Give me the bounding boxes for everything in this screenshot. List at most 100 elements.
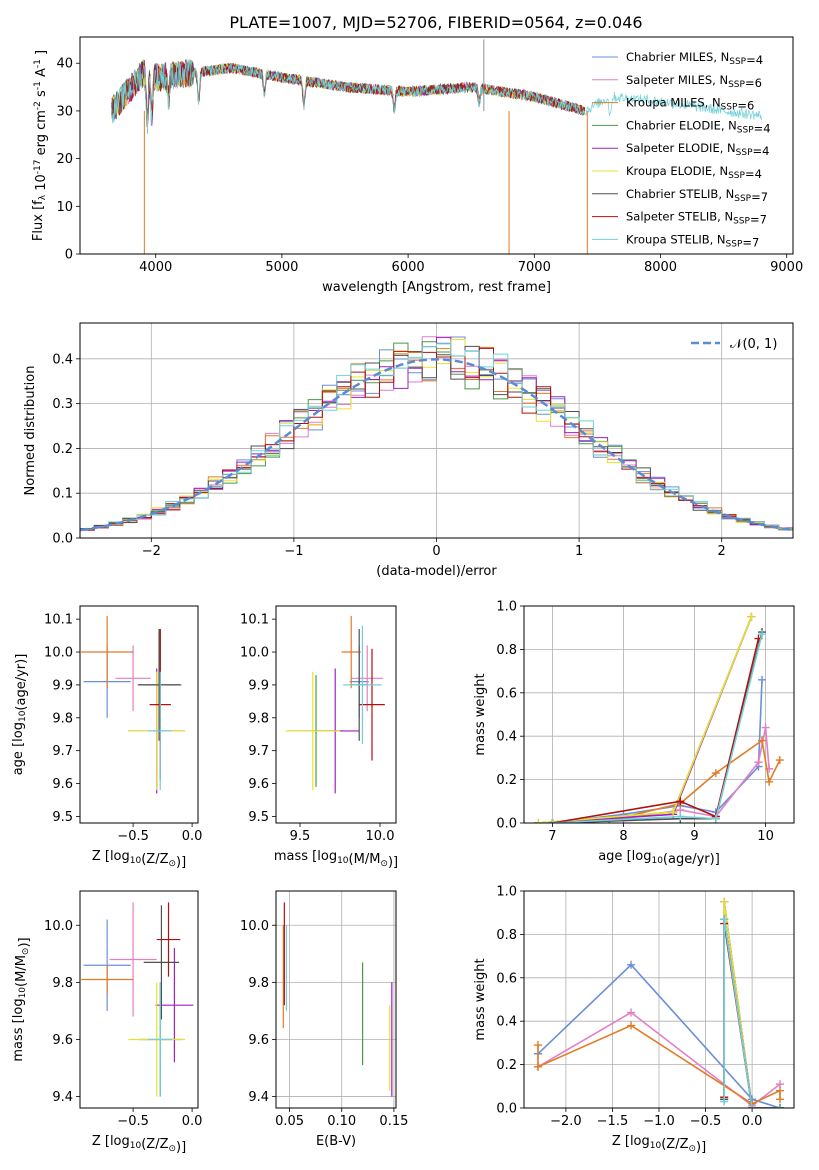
normal-reference-curve	[80, 358, 793, 532]
label-subscript: 10	[130, 856, 142, 866]
plot-area-mass-vs-Z	[81, 902, 194, 1097]
y-tick-label: 10	[56, 200, 73, 215]
y-tick-label: 0.0	[496, 817, 517, 832]
label-part: =6	[737, 99, 754, 113]
errorbar-point	[81, 615, 134, 689]
spectrum-line	[111, 61, 586, 119]
y-tick-label: 30	[56, 104, 73, 119]
label-part: (data-model)/error	[376, 564, 497, 579]
y-tick-label: 0.4	[496, 730, 517, 745]
weight-marker	[776, 1104, 785, 1108]
spectrum-line	[111, 59, 762, 134]
label-part: log	[110, 849, 130, 864]
axes-spectrum: 4000 5000 6000 7000 8000 9000 0 10 20 30 40 wavelen…	[31, 36, 803, 295]
weight-marker	[627, 1021, 636, 1030]
label-part: ⊙	[380, 859, 388, 869]
x-axis-label: Z [log10(Z/Z⊙)]	[612, 1134, 706, 1155]
x-tick-label: 9	[690, 829, 698, 844]
label-part: )]	[17, 937, 32, 947]
weight-marker	[676, 797, 685, 806]
label-part: Salpeter MILES, N	[626, 73, 728, 87]
y-axis-label: Flux [fλ 10-17 erg cm-2 s-1 A-1 ]	[31, 50, 49, 241]
label-subscript: 10	[651, 856, 663, 866]
x-tick-label: −1.5	[597, 1114, 629, 1129]
label-part: Chabrier ELODIE, N	[626, 118, 737, 132]
axes-frame	[523, 605, 795, 824]
label-part: -2	[33, 101, 43, 110]
label-part: Chabrier MILES, N	[626, 50, 729, 64]
legend-label: Chabrier ELODIE, NSSP=4	[626, 118, 771, 135]
label-part: SSP	[736, 148, 753, 158]
x-tick-label: 1	[575, 544, 583, 559]
x-tick-label: 0.15	[379, 1114, 408, 1129]
label-part: A	[34, 68, 49, 77]
legend-label: Salpeter STELIB, NSSP=7	[626, 210, 767, 227]
weight-line	[552, 638, 760, 823]
label-part: Chabrier STELIB, N	[626, 187, 734, 201]
x-tick-label: 0.10	[327, 1114, 356, 1129]
label-part: Flux [f	[31, 200, 46, 241]
y-tick-label: 9.9	[248, 678, 269, 693]
y-tick-label: 9.5	[248, 810, 269, 825]
errorbar-point	[341, 615, 361, 689]
label-part: age [	[11, 742, 26, 775]
x-axis-label: wavelength [Angstrom, rest frame]	[322, 280, 551, 295]
plot-area-weight-vs-Z	[533, 897, 785, 1108]
x-tick-label: 0	[432, 544, 440, 559]
axes-weight-vs-Z: −2.0 −1.5 −1.0 −0.5 0.0 0.0 0.2 0.4 0.6 0.8 1.0 Z […	[473, 885, 795, 1155]
y-tick-label: 9.6	[248, 777, 269, 792]
label-part: E(B-V)	[316, 1134, 356, 1149]
y-tick-label: 9.6	[52, 1033, 73, 1048]
x-tick-label: −1	[284, 544, 303, 559]
label-part: =7	[742, 235, 759, 249]
x-tick-label: 8000	[644, 260, 677, 275]
y-tick-label: 9.4	[52, 1090, 73, 1105]
weight-marker	[776, 1095, 785, 1104]
weight-marker	[748, 1104, 757, 1108]
label-part: λ	[38, 194, 48, 200]
weight-marker	[776, 1086, 785, 1095]
errorbar-point	[285, 671, 340, 791]
label-part: log	[11, 998, 26, 1018]
label-part: mass weight	[473, 958, 488, 1040]
label-part: (age/yr)]	[14, 654, 29, 711]
label-part: log	[317, 849, 337, 864]
label-part: ]	[34, 50, 49, 55]
histogram-step	[80, 343, 793, 530]
label-part: Z [	[92, 1134, 110, 1149]
x-tick-label: 8	[619, 829, 627, 844]
y-tick-label: 9.8	[52, 711, 73, 726]
legend-label: Kroupa MILES, NSSP=6	[626, 96, 754, 113]
plot-area-age-vs-mass	[285, 615, 385, 794]
weight-line	[538, 616, 753, 823]
weight-line	[723, 919, 780, 1108]
errorbar-point	[115, 645, 151, 712]
label-part: -17	[33, 160, 43, 175]
weight-marker	[765, 777, 774, 786]
axes-frame	[275, 605, 397, 824]
x-tick-label: 6000	[392, 260, 425, 275]
label-subscript: 10	[18, 710, 28, 722]
legend-label: Chabrier MILES, NSSP=4	[626, 50, 763, 67]
x-tick-label: −2.0	[550, 1114, 582, 1129]
weight-line	[538, 616, 753, 823]
label-part: SSP	[729, 57, 746, 67]
figure-title: PLATE=1007, MJD=52706, FIBERID=0564, z=0…	[229, 13, 642, 32]
weight-line	[537, 963, 781, 1108]
legend-label: Kroupa STELIB, NSSP=7	[626, 232, 759, 249]
y-axis-label: mass weight	[473, 673, 488, 755]
label-part: =4	[753, 144, 770, 158]
label-part: Kroupa MILES, N	[626, 96, 721, 110]
weight-marker	[720, 915, 729, 924]
weight-marker	[627, 960, 636, 969]
plot-area-weight-vs-age	[534, 612, 784, 823]
legend-label: Salpeter ELODIE, NSSP=4	[626, 141, 769, 158]
errorbar-point	[343, 625, 382, 745]
y-tick-label: 0.2	[496, 1058, 517, 1073]
y-tick-label: 0.8	[496, 643, 517, 658]
y-tick-label: 0.0	[52, 532, 73, 547]
errorbar-point	[109, 902, 157, 1017]
label-part: =6	[745, 76, 762, 90]
label-part: Salpeter ELODIE, N	[626, 141, 736, 155]
